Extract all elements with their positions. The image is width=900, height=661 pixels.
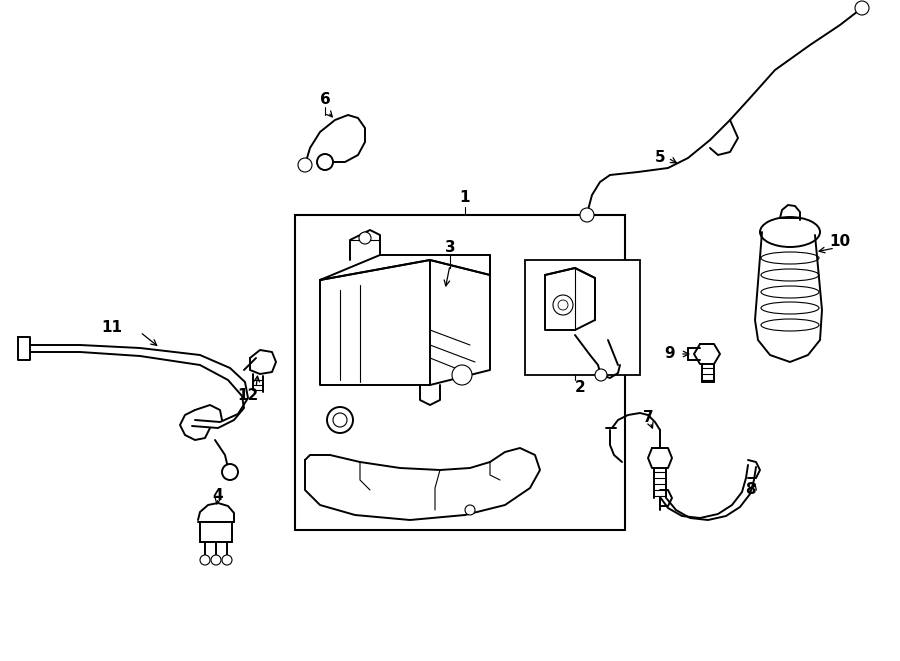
Text: 2: 2 [574,381,585,395]
Polygon shape [420,385,440,405]
Polygon shape [198,503,234,522]
Circle shape [465,505,475,515]
Circle shape [452,365,472,385]
Bar [295,215,625,530]
Text: 12: 12 [238,387,258,403]
Polygon shape [648,448,672,468]
Bar [200,522,232,542]
Polygon shape [755,232,822,362]
Polygon shape [320,260,490,385]
Text: 9: 9 [665,346,675,362]
Text: 11: 11 [102,321,122,336]
Polygon shape [694,344,720,364]
Circle shape [553,295,573,315]
Polygon shape [748,460,760,478]
Circle shape [558,300,568,310]
Polygon shape [545,268,595,330]
Circle shape [359,232,371,244]
Circle shape [200,555,210,565]
Circle shape [333,413,347,427]
Text: 1: 1 [460,190,470,206]
Circle shape [222,555,232,565]
Bar [525,260,640,375]
Ellipse shape [760,217,820,247]
Polygon shape [320,255,490,280]
Polygon shape [18,337,30,360]
Polygon shape [305,448,540,520]
Circle shape [298,158,312,172]
Circle shape [327,407,353,433]
Text: 6: 6 [320,93,330,108]
Circle shape [580,208,594,222]
Text: 5: 5 [654,151,665,165]
Circle shape [222,464,238,480]
Text: 3: 3 [445,241,455,256]
Circle shape [855,1,869,15]
Text: 4: 4 [212,488,223,502]
Polygon shape [250,350,276,374]
Circle shape [595,369,607,381]
Circle shape [211,555,221,565]
Circle shape [317,154,333,170]
Text: 10: 10 [830,235,850,249]
Polygon shape [350,230,380,260]
Polygon shape [180,410,210,440]
Polygon shape [660,490,672,506]
Text: 7: 7 [643,410,653,426]
Text: 8: 8 [744,483,755,498]
